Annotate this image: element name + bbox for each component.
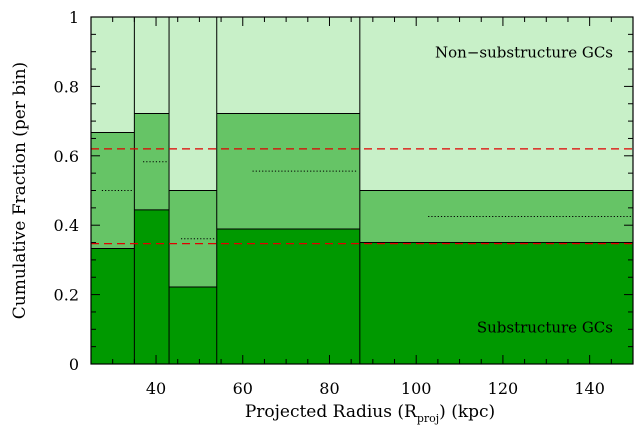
y-axis-title: Cumulative Fraction (per bin) [10,62,30,319]
y-tick-label: 0.6 [54,147,79,166]
x-tick-label: 100 [401,379,432,398]
bin-0-non-substructure-upper [91,17,135,133]
y-tick-label: 0.4 [54,216,79,235]
bin-3-substructure [216,229,360,364]
bin-2-non-substructure-upper [169,17,217,191]
bin-3-non-substructure-upper [216,17,360,114]
bin-2-non-substructure [169,190,217,287]
x-tick-label: 60 [233,379,253,398]
annotation-non-substructure: Non−substructure GCs [435,44,613,62]
x-tick-label: 140 [574,379,605,398]
y-tick-label: 0.2 [54,286,79,305]
annotation-substructure: Substructure GCs [477,318,613,336]
y-tick-label: 0.8 [54,77,79,96]
bin-4-substructure [359,242,633,364]
y-tick-label: 1 [69,8,79,27]
y-tick-label: 0 [69,355,79,374]
x-axis-title-subscript: proj [417,412,439,425]
bin-0-substructure [91,248,135,364]
ticks-layer: 40 60 80 100 120 140 0 0.2 0.4 0.6 0.8 1 [54,8,634,398]
x-tick-label: 80 [319,379,339,398]
bin-1-substructure [134,209,170,364]
bins-layer [90,17,633,364]
x-tick-label: 40 [146,379,166,398]
x-tick-label: 120 [488,379,519,398]
bin-2-substructure [169,286,217,364]
x-axis-title: Projected Radius (Rproj) (kpc) [245,402,495,425]
x-axis-title-prefix: Projected Radius (R [245,402,418,422]
bin-0-non-substructure [91,132,135,249]
bin-midlines-layer [101,161,631,240]
bin-1-non-substructure-upper [134,17,170,114]
bin-1-non-substructure [134,113,170,210]
bin-4-non-substructure-upper [359,17,633,191]
x-axis-title-suffix: ) (kpc) [439,402,495,422]
